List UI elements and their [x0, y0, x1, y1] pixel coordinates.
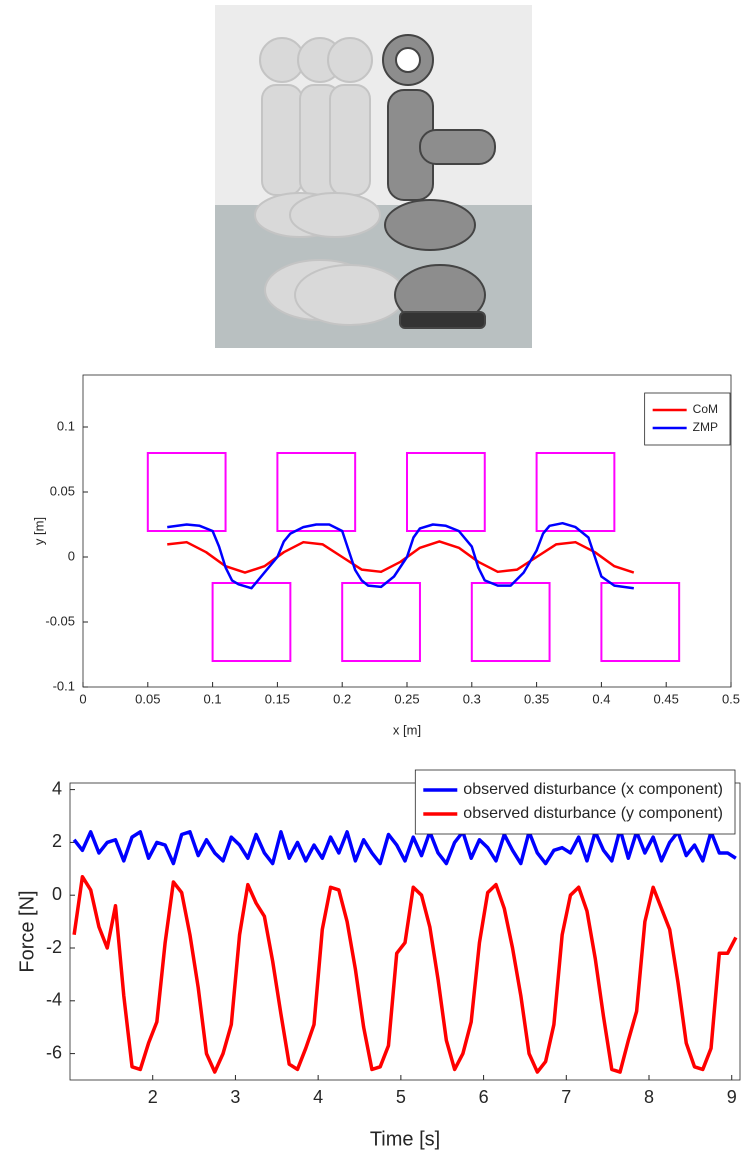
footprint	[211, 582, 292, 662]
x-tick-label: 7	[561, 1087, 571, 1107]
y-tick-label: -0.05	[45, 613, 75, 628]
y-tick-label: -2	[46, 937, 62, 957]
legend-box	[414, 769, 736, 835]
x-tick-label: 0.3	[463, 691, 481, 706]
footprint	[341, 582, 421, 662]
footprint	[406, 452, 486, 532]
x-tick-label: 2	[148, 1087, 158, 1107]
x-tick-label: 6	[479, 1087, 489, 1107]
x-tick-label: 0	[79, 691, 86, 706]
legend-label: CoM	[693, 402, 718, 416]
x-tick-label: 0.45	[654, 691, 679, 706]
footprint	[600, 582, 681, 662]
footprint	[146, 452, 227, 532]
robot-image	[215, 5, 532, 348]
legend-label: ZMP	[693, 420, 718, 434]
x-tick-label: 3	[230, 1087, 240, 1107]
x-tick-label: 0.1	[204, 691, 222, 706]
x-tick-label: 5	[396, 1087, 406, 1107]
x-tick-label: 0.4	[592, 691, 610, 706]
x-tick-label: 0.5	[722, 691, 740, 706]
x-tick-label: 9	[727, 1087, 737, 1107]
y-tick-label: 0.05	[50, 483, 75, 498]
y-axis-label: y [m]	[31, 517, 46, 545]
y-tick-label: 0	[68, 548, 75, 563]
y-axis-label: Force [N]	[16, 890, 38, 972]
y-tick-label: 2	[52, 831, 62, 851]
x-axis-label: x [m]	[393, 722, 421, 737]
x-tick-label: 8	[644, 1087, 654, 1107]
y-tick-label: 4	[52, 778, 62, 798]
series-line	[72, 874, 738, 1074]
x-tick-label: 0.25	[394, 691, 419, 706]
legend-label: observed disturbance (y component)	[463, 805, 723, 822]
x-tick-label: 0.2	[333, 691, 351, 706]
y-tick-label: 0	[52, 884, 62, 904]
series-line	[167, 521, 634, 590]
series-line	[72, 827, 737, 866]
footprint	[276, 452, 357, 532]
legend: observed disturbance (x component) observ…	[414, 769, 736, 835]
x-tick-label: 4	[313, 1087, 323, 1107]
legend-label: observed disturbance (x component)	[463, 781, 723, 798]
y-tick-label: -6	[46, 1042, 62, 1062]
x-tick-label: 0.15	[265, 691, 290, 706]
legend-box	[644, 392, 731, 446]
footprint	[470, 582, 551, 662]
y-tick-label: 0.1	[57, 418, 75, 433]
x-tick-label: 0.35	[524, 691, 549, 706]
footprint	[535, 452, 616, 532]
series-line	[167, 540, 635, 574]
x-axis-label: Time [s]	[370, 1128, 440, 1150]
y-tick-label: -0.1	[53, 678, 75, 693]
legend: CoM ZMP	[644, 392, 731, 446]
y-tick-label: -4	[46, 990, 62, 1010]
x-tick-label: 0.05	[135, 691, 160, 706]
